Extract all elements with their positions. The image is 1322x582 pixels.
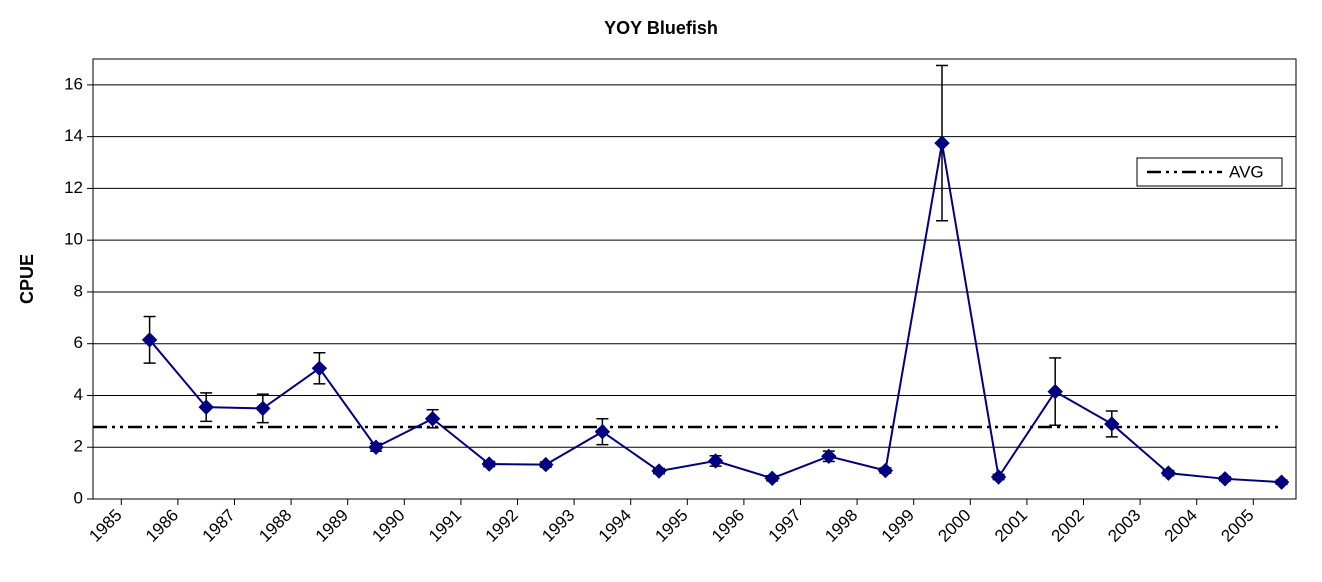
data-point (1160, 465, 1177, 481)
chart-title: YOY Bluefish (604, 18, 718, 38)
data-point (481, 456, 497, 472)
data-point (821, 448, 837, 465)
y-tick-label: 6 (74, 333, 83, 352)
x-tick-label: 1997 (765, 506, 805, 546)
data-point (198, 399, 214, 415)
x-tick-label: 1993 (538, 506, 578, 546)
data-point (877, 462, 894, 479)
x-tick-label: 2000 (934, 506, 974, 546)
x-tick-label: 1987 (199, 506, 239, 546)
data-point (594, 423, 611, 440)
y-tick-label: 12 (64, 178, 83, 197)
y-tick-label: 14 (64, 126, 83, 145)
x-tick-label: 1990 (368, 506, 408, 546)
data-point (764, 470, 780, 487)
data-point (141, 332, 158, 348)
y-tick-label: 2 (74, 437, 83, 456)
data-point (311, 360, 328, 377)
y-tick-label: 4 (74, 385, 83, 404)
data-point (651, 463, 667, 479)
data-point (1273, 474, 1290, 490)
y-tick-label: 0 (74, 488, 83, 507)
y-tick-label: 16 (64, 74, 83, 93)
x-tick-label: 2001 (991, 506, 1031, 546)
x-tick-label: 1985 (85, 506, 125, 546)
x-tick-label: 1995 (651, 506, 691, 546)
data-point (424, 411, 441, 427)
plot-area (92, 58, 1297, 500)
legend-label: AVG (1229, 162, 1264, 181)
x-tick-label: 2005 (1217, 506, 1257, 546)
data-point (538, 456, 554, 473)
data-point (368, 439, 384, 455)
x-tick-label: 2002 (1048, 506, 1088, 546)
x-tick-label: 1988 (255, 506, 295, 546)
y-tick-label: 10 (64, 230, 83, 249)
data-point (934, 135, 950, 151)
x-tick-label: 2004 (1161, 506, 1201, 546)
y-axis-title: CPUE (17, 254, 37, 304)
x-tick-label: 1998 (821, 506, 861, 546)
x-tick-label: 1994 (595, 506, 635, 546)
data-point (255, 400, 271, 417)
y-tick-label: 8 (74, 281, 83, 300)
data-point (990, 469, 1007, 485)
data-point (1104, 416, 1120, 432)
x-tick-label: 1999 (878, 506, 918, 546)
x-tick-label: 1986 (142, 506, 182, 546)
x-tick-label: 1992 (482, 506, 522, 546)
data-point (707, 453, 724, 469)
x-tick-label: 1996 (708, 506, 748, 546)
data-point (1217, 471, 1233, 487)
x-tick-label: 1989 (312, 506, 352, 546)
x-tick-label: 2003 (1104, 506, 1144, 546)
data-point (1047, 383, 1063, 400)
x-tick-label: 1991 (425, 506, 465, 546)
